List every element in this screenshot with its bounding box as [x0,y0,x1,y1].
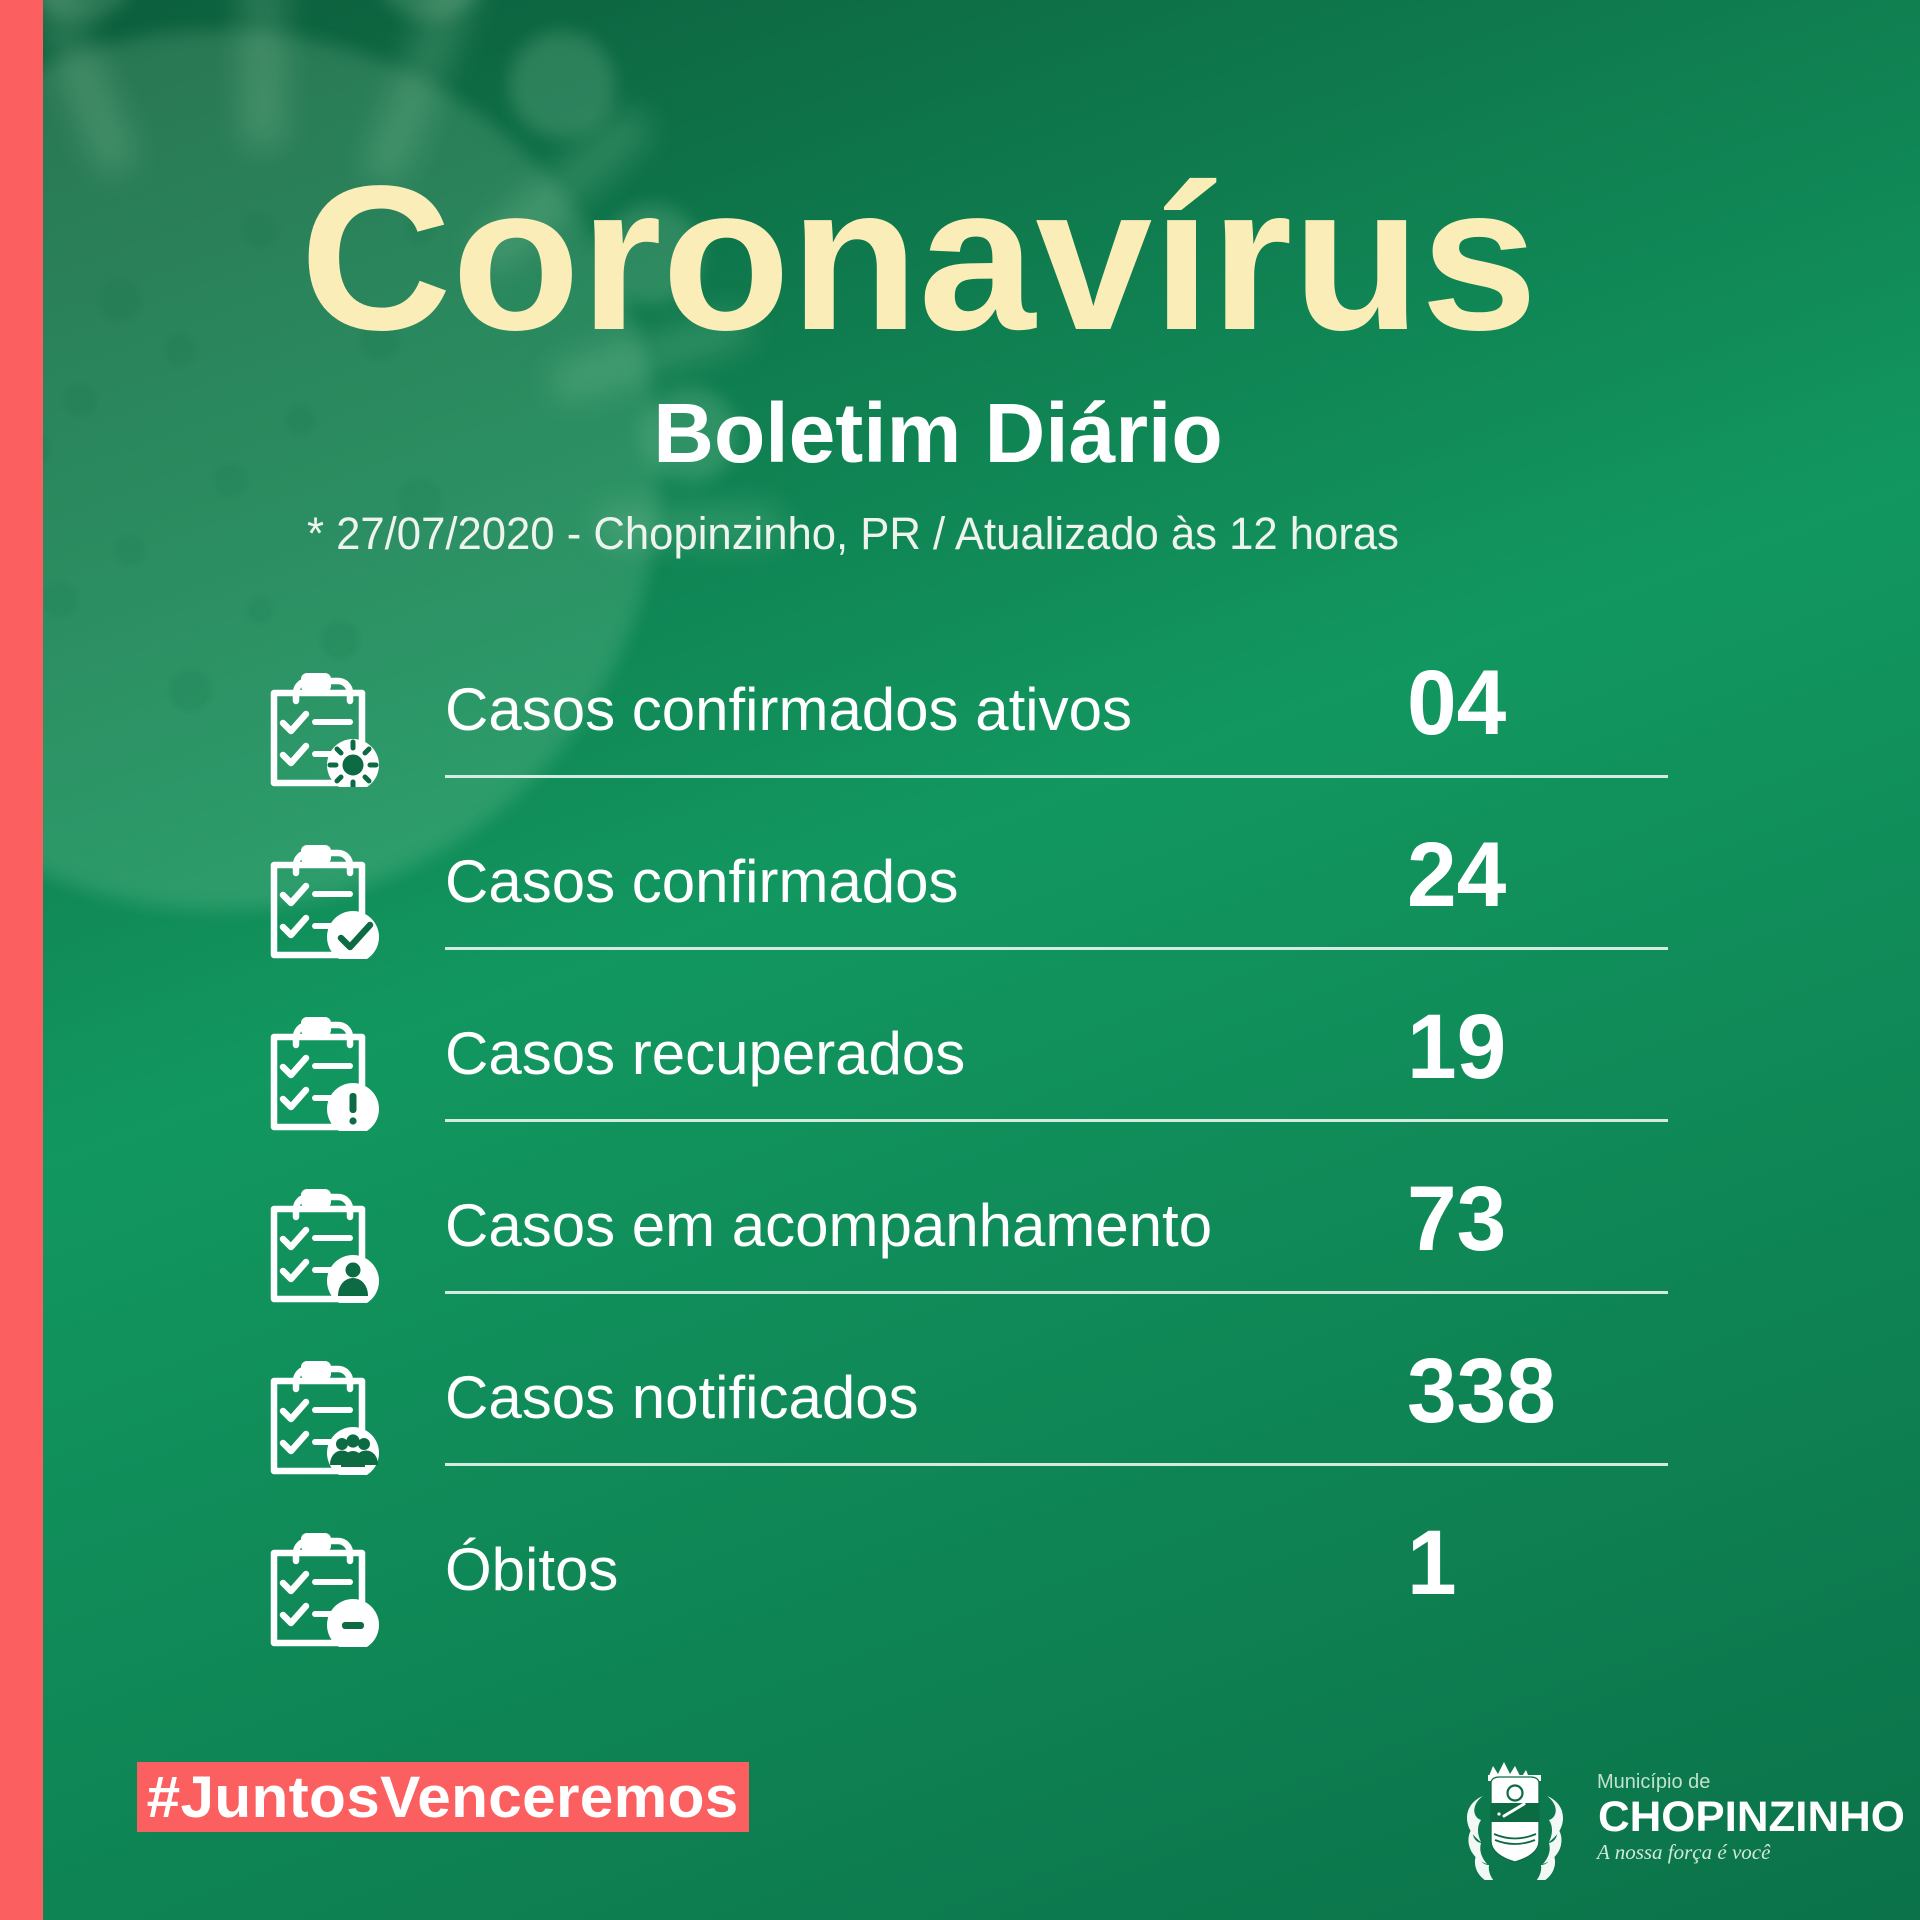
svg-text:Município de: Município de [1597,1771,1710,1793]
svg-text:CHOPINZINHO: CHOPINZINHO [1598,1793,1905,1841]
svg-text:A nossa força é você: A nossa força é você [1595,1840,1771,1864]
